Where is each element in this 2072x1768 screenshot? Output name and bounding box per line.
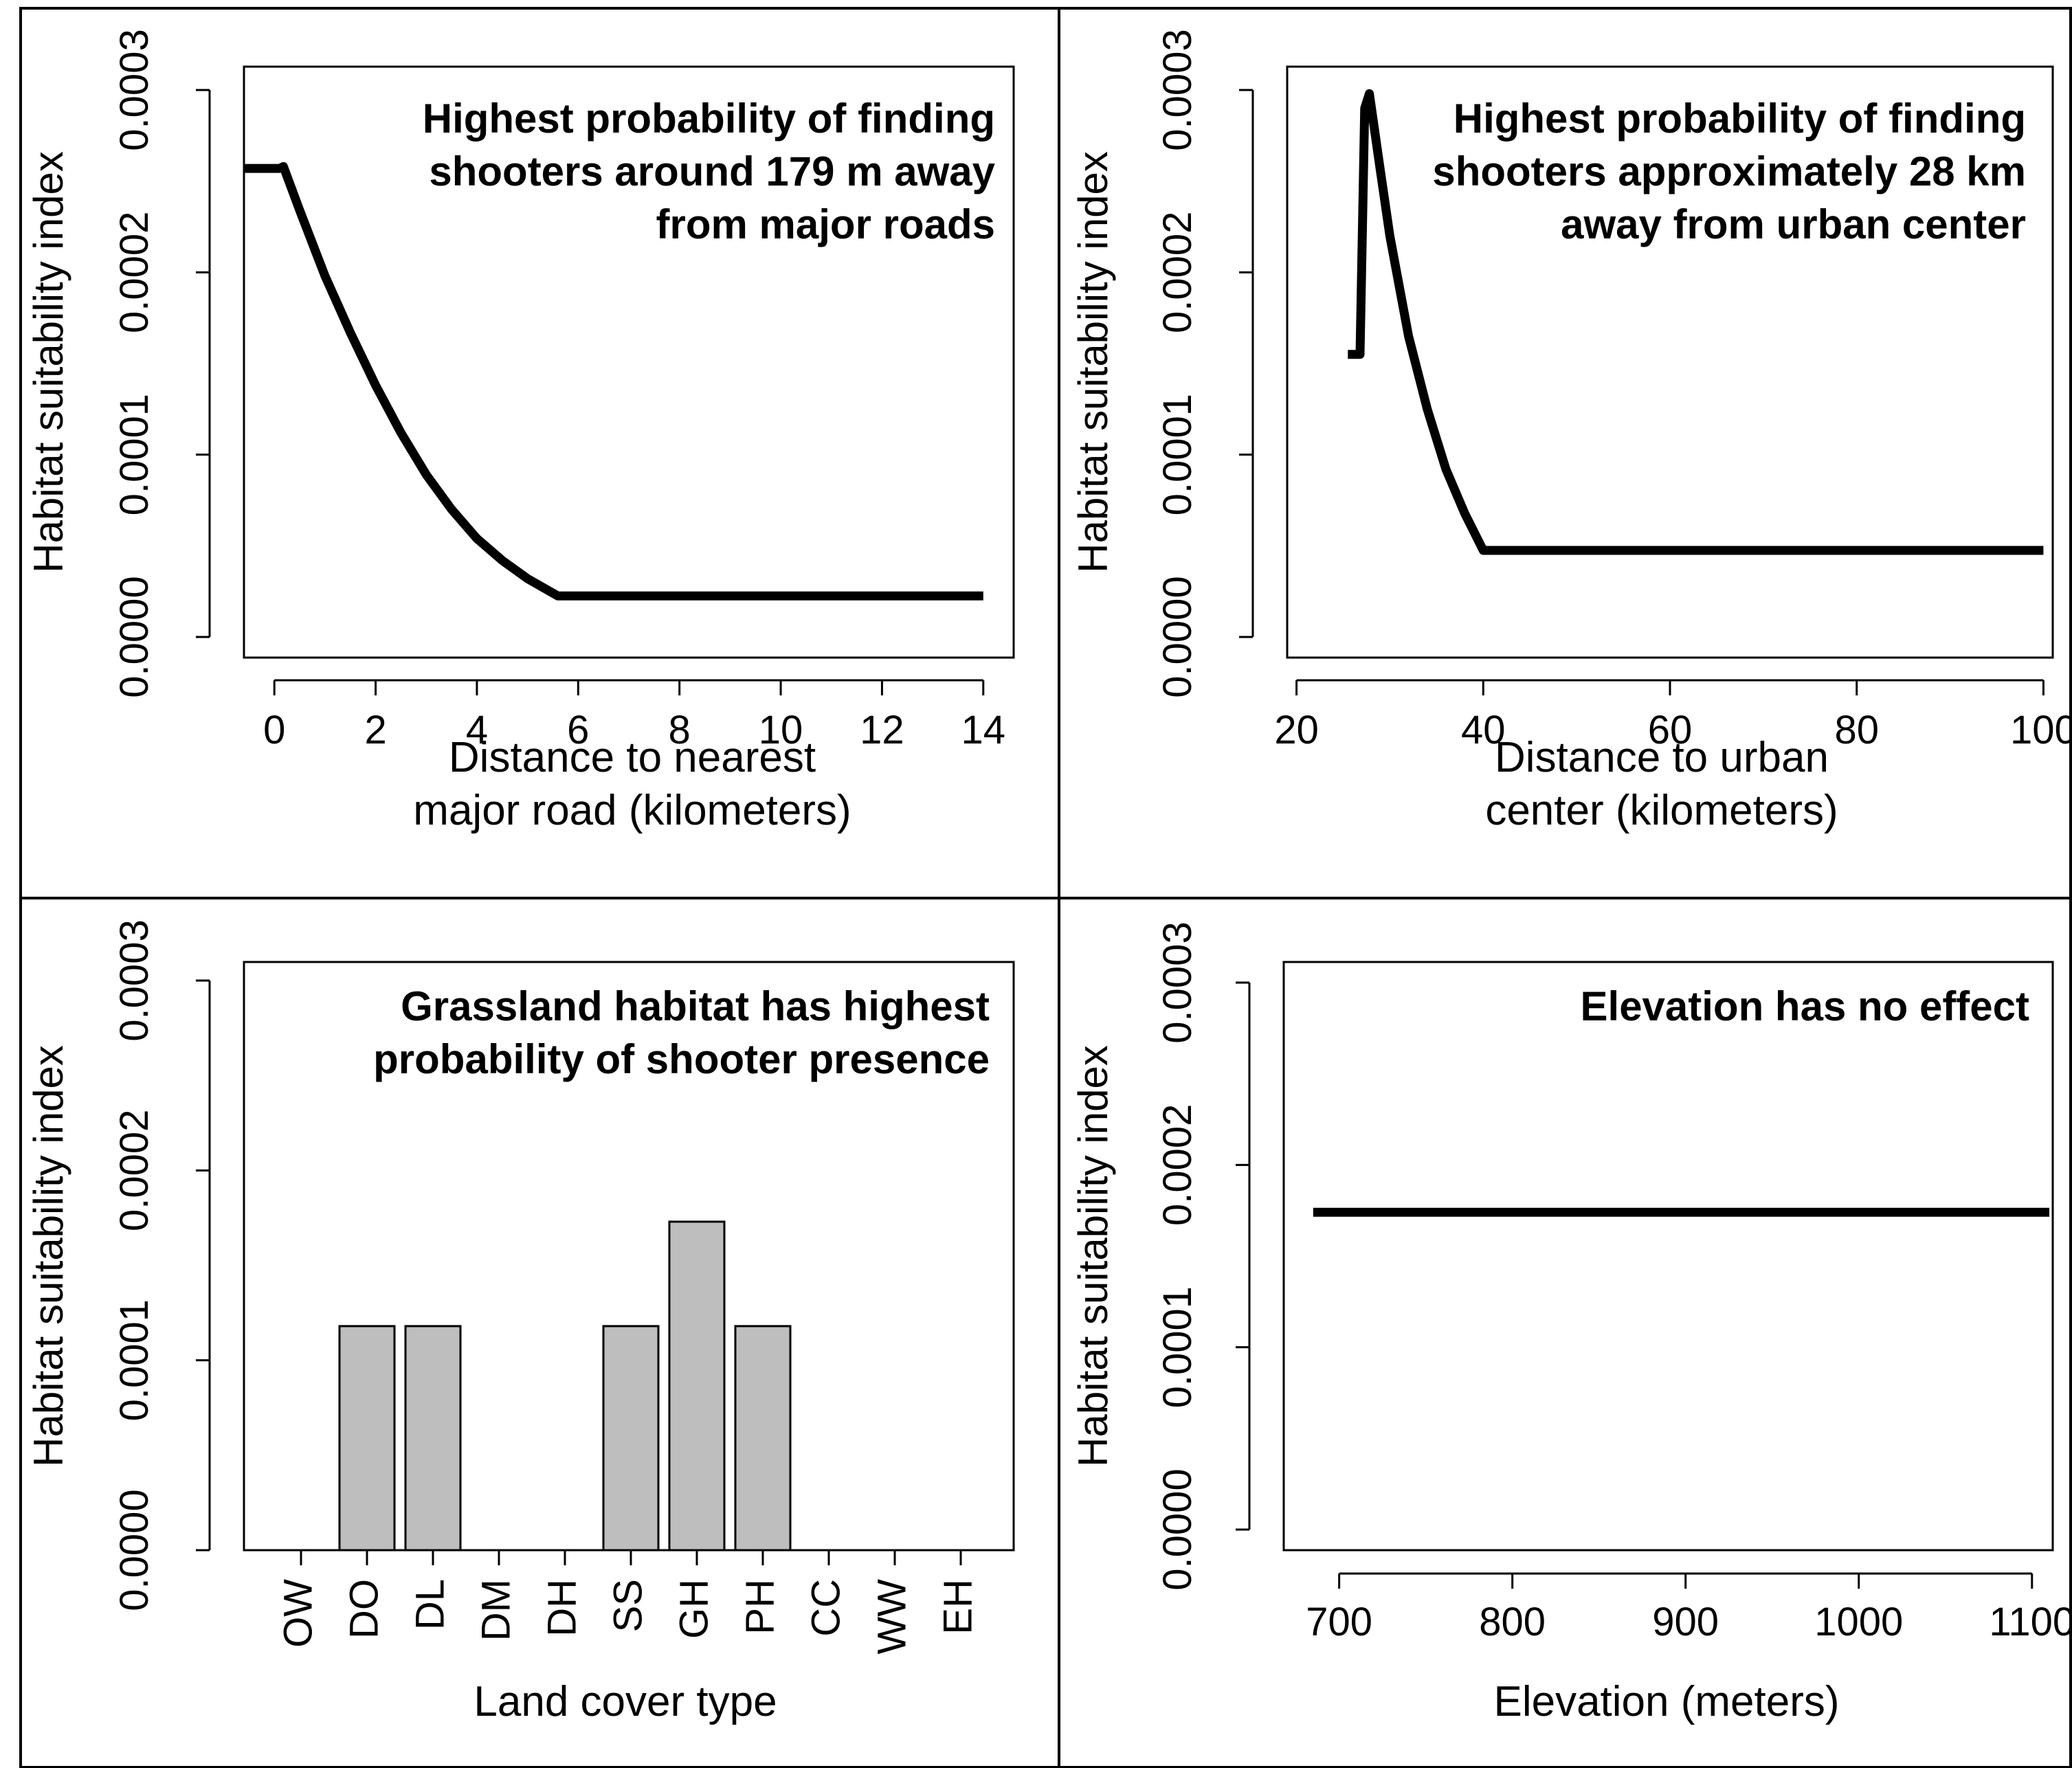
x-tick-label: 4 xyxy=(466,708,488,752)
bar xyxy=(602,1325,660,1552)
plot-frame xyxy=(1286,65,2054,659)
x-axis-label: Distance to urban xyxy=(1495,734,1829,781)
y-tick-label: 0.0000 xyxy=(112,576,157,697)
x-tick-label: 0 xyxy=(263,708,285,752)
x-tick-label: SS xyxy=(605,1579,650,1632)
y-tick-label: 0.0000 xyxy=(1155,1468,1200,1590)
x-axis-label: Land cover type xyxy=(474,1678,777,1725)
y-axis-label: Habitat suitability index xyxy=(25,1045,71,1467)
series-line xyxy=(244,161,983,601)
panel-annotation-line: probability of shooter presence xyxy=(373,1036,990,1082)
x-tick-label: 800 xyxy=(1479,1600,1546,1644)
x-tick-label: 100 xyxy=(2010,708,2072,752)
y-tick-label: 0.0003 xyxy=(112,919,157,1041)
y-axis-label: Habitat suitability index xyxy=(1070,1045,1116,1467)
x-tick-label: DM xyxy=(474,1579,518,1641)
x-axis-label: center (kilometers) xyxy=(1485,787,1838,834)
y-axis-label: Habitat suitability index xyxy=(25,151,71,573)
panel-annotation-line: Grassland habitat has highest xyxy=(401,983,990,1029)
panel-annotation-line: Highest probability of finding xyxy=(1453,96,2026,142)
x-axis-label: Distance to nearest xyxy=(449,734,816,781)
x-tick-label: 900 xyxy=(1652,1600,1719,1644)
bar xyxy=(668,1220,726,1552)
panel-annotation-line: away from urban center xyxy=(1561,201,2026,247)
panel-annotation-line: Elevation has no effect xyxy=(1581,983,2030,1029)
panel-distance-to-urban-center: 0.0000 0.0001 0.0002 0.0003 Habitat suitabil… xyxy=(1070,29,2072,834)
x-tick-label: 12 xyxy=(860,708,904,752)
y-tick-label: 0.0001 xyxy=(1155,1286,1200,1408)
x-tick-label: 8 xyxy=(669,708,691,752)
y-tick-label: 0.0001 xyxy=(112,394,157,515)
panel-annotation-line: Highest probability of finding xyxy=(423,96,995,142)
x-axis-label: Elevation (meters) xyxy=(1493,1678,1839,1725)
y-tick-label: 0.0002 xyxy=(1155,1104,1200,1226)
y-tick-label: 0.0003 xyxy=(1155,29,1200,150)
y-tick-label: 0.0002 xyxy=(1155,212,1200,333)
bar xyxy=(734,1325,792,1552)
x-tick-label: 40 xyxy=(1461,708,1506,752)
panel-land-cover-type: 0.0000 0.0001 0.0002 0.0003 Habitat suitabil… xyxy=(25,919,1015,1725)
x-tick-label: 700 xyxy=(1306,1600,1372,1644)
y-tick-label: 0.0000 xyxy=(1155,576,1200,697)
figure-border xyxy=(19,7,2072,1768)
x-tick-label: 1000 xyxy=(1814,1600,1903,1644)
x-tick-label: 14 xyxy=(961,708,1006,752)
panel-annotation-line: from major roads xyxy=(656,201,995,247)
panel-annotation-line: shooters around 179 m away xyxy=(429,148,995,194)
x-tick-label: 1100 xyxy=(1989,1600,2072,1644)
plot-frame xyxy=(243,65,1015,659)
plot-frame xyxy=(1282,961,2054,1552)
x-tick-label: 60 xyxy=(1648,708,1693,752)
x-tick-label: 80 xyxy=(1834,708,1879,752)
panel-distance-to-road: 0.0000 0.0001 0.0002 0.0003 Habitat suitabil… xyxy=(25,29,1015,834)
x-tick-label: 2 xyxy=(364,708,386,752)
x-tick-label: EH xyxy=(935,1579,980,1635)
panel-annotation-line: shooters approximately 28 km xyxy=(1432,148,2026,194)
y-tick-label: 0.0003 xyxy=(1155,921,1200,1043)
x-tick-label: DO xyxy=(342,1579,386,1639)
x-tick-label: 10 xyxy=(759,708,803,752)
x-tick-label: GH xyxy=(671,1579,716,1639)
x-tick-label: PH xyxy=(737,1579,782,1635)
y-axis-label: Habitat suitability index xyxy=(1070,151,1116,573)
bar xyxy=(404,1325,462,1552)
y-tick-label: 0.0001 xyxy=(1155,394,1200,515)
x-tick-label: DL xyxy=(408,1579,452,1630)
y-tick-label: 0.0003 xyxy=(112,29,157,150)
x-tick-label: 20 xyxy=(1274,708,1319,752)
x-tick-label: 6 xyxy=(567,708,589,752)
x-tick-label: CC xyxy=(803,1579,848,1637)
y-tick-label: 0.0000 xyxy=(112,1489,157,1611)
x-tick-label: WW xyxy=(869,1579,914,1655)
panel-elevation: 0.0000 0.0001 0.0002 0.0003 Habitat suitabil… xyxy=(1070,921,2072,1725)
y-tick-label: 0.0002 xyxy=(112,212,157,333)
bar xyxy=(338,1325,396,1552)
y-tick-label: 0.0001 xyxy=(112,1299,157,1421)
y-tick-label: 0.0002 xyxy=(112,1110,157,1231)
x-tick-label: DH xyxy=(539,1579,584,1637)
series-line xyxy=(1348,89,2044,555)
x-axis-label: major road (kilometers) xyxy=(413,787,851,834)
x-tick-label: OW xyxy=(276,1579,320,1648)
